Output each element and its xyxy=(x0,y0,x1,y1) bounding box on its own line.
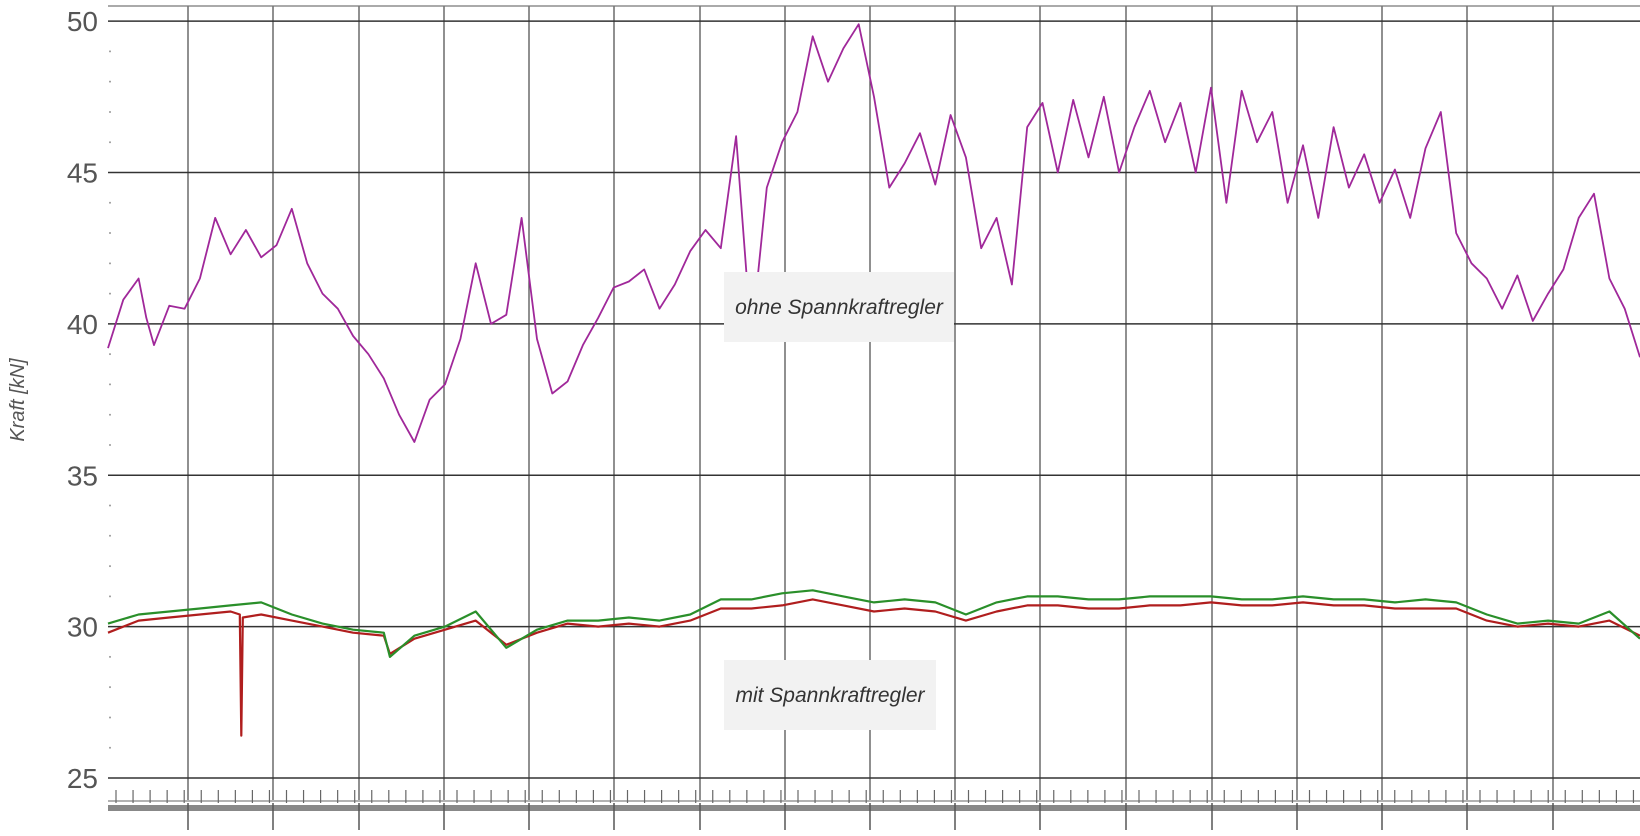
annotation-box xyxy=(724,272,954,342)
series-group xyxy=(107,23,1640,737)
minor-y-tick xyxy=(109,201,111,204)
y-tick-label: 40 xyxy=(67,309,98,340)
minor-y-tick xyxy=(109,716,111,719)
y-tick-label: 30 xyxy=(67,612,98,643)
minor-y-tick xyxy=(109,746,111,749)
minor-y-tick xyxy=(109,110,111,113)
minor-y-tick xyxy=(109,565,111,568)
series-line-2 xyxy=(107,598,1640,737)
minor-y-tick xyxy=(109,232,111,235)
annotations: ohne Spannkraftregler mit Spannkraftregle… xyxy=(724,272,954,730)
y-tick-label: 35 xyxy=(67,460,98,491)
y-tick-label: 25 xyxy=(67,763,98,794)
minor-y-tick xyxy=(109,80,111,83)
minor-y-tick xyxy=(109,655,111,658)
axes: 25 30 35 40 45 50 xyxy=(67,6,1640,830)
minor-y-tick xyxy=(109,686,111,689)
minor-y-tick xyxy=(109,534,111,537)
minor-y-tick xyxy=(109,141,111,144)
minor-y-tick xyxy=(109,353,111,356)
minor-y-tick xyxy=(109,262,111,265)
minor-y-tick xyxy=(109,292,111,295)
series-line-3 xyxy=(107,589,1640,659)
y-tick-label: 45 xyxy=(67,158,98,189)
minor-y-tick xyxy=(109,413,111,416)
annotation-label: mit Spannkraftregler xyxy=(735,684,925,707)
x-axis-bar xyxy=(108,805,1640,811)
series-line-1 xyxy=(107,23,1640,443)
minor-y-tick xyxy=(109,383,111,386)
minor-y-tick xyxy=(109,595,111,598)
minor-y-tick xyxy=(109,50,111,53)
annotation-label: ohne Spannkraftregler xyxy=(735,296,944,319)
minor-y-tick xyxy=(109,443,111,446)
y-tick-label: 50 xyxy=(67,6,98,37)
y-axis-title: Kraft [kN] xyxy=(7,358,29,442)
minor-y-tick xyxy=(109,504,111,507)
grid xyxy=(108,5,1640,800)
annotation-box xyxy=(724,660,936,730)
